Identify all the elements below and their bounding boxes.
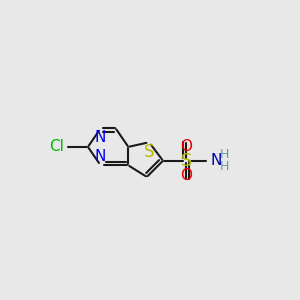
Text: N: N (210, 153, 222, 168)
Text: N: N (95, 130, 106, 145)
Text: H: H (220, 148, 229, 161)
Text: S: S (144, 143, 154, 161)
Text: O: O (180, 168, 192, 183)
Text: S: S (180, 152, 192, 170)
Text: N: N (95, 149, 106, 164)
Text: H: H (220, 160, 229, 173)
Text: O: O (180, 139, 192, 154)
Text: Cl: Cl (49, 140, 64, 154)
